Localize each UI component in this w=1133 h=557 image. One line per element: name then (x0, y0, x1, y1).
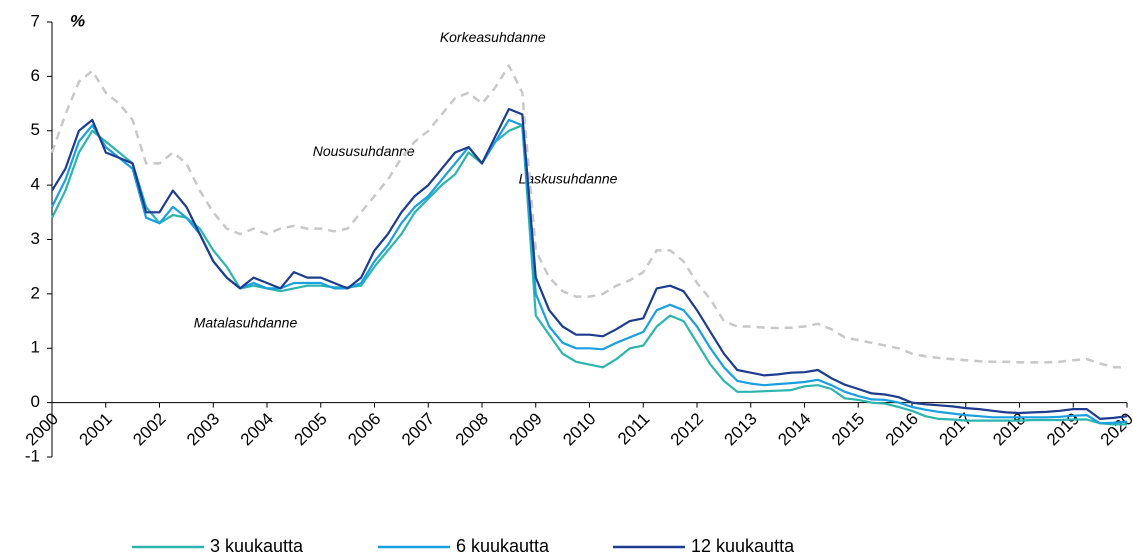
series-line (51, 118, 1128, 425)
x-tick-label: 2006 (344, 409, 384, 449)
y-tick-label: 5 (31, 120, 40, 139)
annotation: Laskusuhdanne (519, 170, 618, 186)
y-tick-label: 6 (31, 66, 40, 85)
x-tick-label: 2005 (291, 409, 331, 449)
legend-label: 12 kuukautta (691, 536, 795, 556)
x-tick-label: 2007 (398, 409, 438, 449)
annotation: Noususuhdanne (313, 143, 415, 159)
y-tick-label: 3 (31, 229, 40, 248)
x-tick-label: 2013 (721, 409, 761, 449)
x-tick-label: 2000 (22, 409, 62, 449)
y-tick-label: 1 (31, 338, 40, 357)
series-line (50, 64, 1127, 369)
x-tick-label: 2002 (129, 409, 169, 449)
x-tick-label: 2015 (828, 409, 868, 449)
series-line (51, 124, 1127, 426)
annotation: Korkeasuhdanne (440, 29, 546, 45)
x-tick-label: 2012 (667, 409, 707, 449)
x-tick-label: 2014 (774, 409, 814, 449)
unit-label: % (70, 11, 85, 30)
x-tick-label: 2008 (452, 409, 492, 449)
annotation: Matalasuhdanne (194, 314, 298, 330)
x-tick-label: 2018 (989, 409, 1029, 449)
x-tick-label: 2003 (183, 409, 223, 449)
x-tick-label: 2001 (76, 409, 116, 449)
y-tick-label: 7 (31, 11, 40, 30)
legend-label: 6 kuukautta (456, 536, 550, 556)
y-tick-label: 0 (31, 392, 40, 411)
x-tick-label: 2020 (1097, 409, 1133, 449)
legend-label: 3 kuukautta (210, 536, 304, 556)
x-tick-label: 2009 (506, 409, 546, 449)
y-tick-label: 4 (31, 175, 40, 194)
y-tick-label: 2 (31, 283, 40, 302)
series-line (51, 107, 1128, 420)
y-tick-label: -1 (25, 446, 40, 465)
x-tick-label: 2010 (559, 409, 599, 449)
x-tick-label: 2016 (882, 409, 922, 449)
x-tick-label: 2004 (237, 409, 277, 449)
x-tick-label: 2011 (614, 409, 653, 448)
